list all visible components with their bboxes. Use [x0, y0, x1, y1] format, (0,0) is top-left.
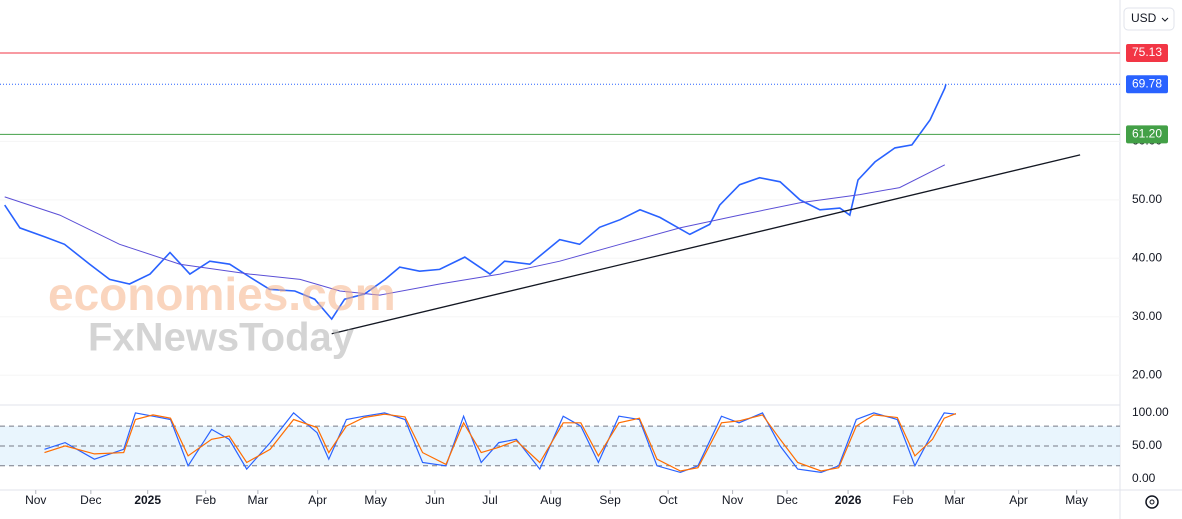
oscillator-tick-label: 0.00: [1132, 471, 1156, 485]
currency-button[interactable]: [1123, 7, 1175, 31]
y-tick-label: 30.00: [1132, 309, 1162, 323]
x-tick-label: May: [1065, 493, 1088, 507]
y-tick-label: 50.00: [1132, 192, 1162, 206]
currency-label[interactable]: USD: [1131, 11, 1157, 25]
level-label: 75.13: [1132, 45, 1162, 59]
x-tick-label: May: [364, 493, 387, 507]
x-tick-label: Jul: [482, 493, 497, 507]
currency-select[interactable]: USD: [1123, 7, 1175, 31]
y-tick-label: 40.00: [1132, 250, 1162, 264]
oscillator-tick-label: 100.00: [1132, 405, 1169, 419]
x-tick-label: Apr: [1009, 493, 1028, 507]
watermark: economies.com: [48, 268, 396, 320]
oscillator-tick-label: 50.00: [1132, 438, 1162, 452]
x-tick-label: Sep: [599, 493, 621, 507]
price-line: [4, 164, 946, 296]
trendline: [331, 154, 1081, 335]
price-line: [4, 84, 947, 321]
x-tick-label: Jun: [425, 493, 444, 507]
x-tick-label: 2026: [835, 493, 862, 507]
x-tick-label: Mar: [248, 493, 269, 507]
x-tick-label: Mar: [944, 493, 965, 507]
settings-ring[interactable]: [1145, 495, 1159, 509]
y-tick-label: 20.00: [1132, 367, 1162, 381]
x-tick-label: 2025: [134, 493, 161, 507]
settings-core: [1149, 499, 1155, 505]
x-tick-label: Nov: [722, 493, 743, 507]
x-tick-label: Apr: [308, 493, 327, 507]
x-tick-label: Aug: [540, 493, 561, 507]
level-label: 69.78: [1132, 76, 1162, 90]
oscillator-line: [44, 412, 956, 474]
settings-icon[interactable]: [1145, 495, 1159, 509]
x-tick-label: Dec: [80, 493, 101, 507]
oscillator-line: [44, 413, 957, 472]
x-tick-label: Nov: [25, 493, 46, 507]
x-tick-label: Feb: [893, 493, 914, 507]
level-label: 61.20: [1132, 127, 1162, 141]
watermark: FxNewsToday: [88, 316, 355, 360]
x-tick-label: Oct: [659, 493, 678, 507]
x-tick-label: Dec: [776, 493, 797, 507]
level-tag: [1126, 75, 1168, 94]
x-tick-label: Feb: [195, 493, 216, 507]
level-tag: [1126, 125, 1168, 144]
level-tag: [1126, 44, 1168, 63]
dropdown-arrow: [1161, 17, 1169, 22]
